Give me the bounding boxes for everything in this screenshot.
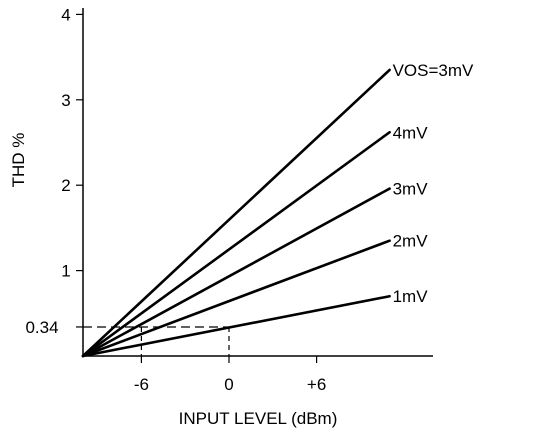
x-axis-label: INPUT LEVEL (dBm) (179, 409, 338, 428)
series-lines (81, 68, 391, 358)
series-label: 3mV (393, 180, 429, 199)
y-tick-label: 3 (61, 91, 70, 110)
series-label: 1mV (393, 287, 429, 306)
series-label: 2mV (393, 232, 429, 251)
x-tick-label: +6 (307, 375, 326, 394)
x-tick-label: 0 (224, 375, 233, 394)
series-line (81, 68, 391, 358)
y-tick-label: 0.34 (25, 318, 58, 337)
series-line (81, 239, 391, 358)
series-label: VOS=3mV (393, 61, 474, 80)
reference-lines (83, 326, 230, 356)
axes (76, 8, 433, 363)
series-line (81, 130, 391, 358)
labels: -6 0 +6 0.34 1 2 3 4 VOS=3mV 4mV 3mV 2mV 1mV INPUT LE… (9, 5, 474, 428)
y-tick-label: 1 (61, 262, 70, 281)
y-tick-label: 4 (61, 5, 70, 24)
y-axis-label: THD % (9, 133, 28, 188)
series-line (81, 187, 391, 358)
series-label: 4mV (393, 123, 429, 142)
x-tick-label: -6 (134, 375, 149, 394)
series-line (81, 294, 391, 358)
y-tick-label: 2 (61, 176, 70, 195)
